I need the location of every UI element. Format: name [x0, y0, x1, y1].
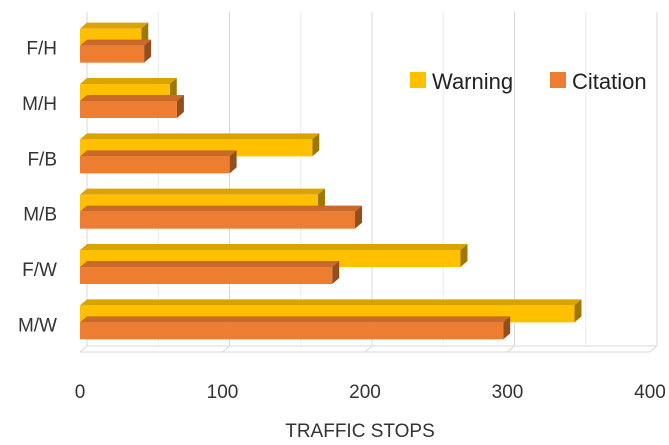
category-label: F/W — [22, 260, 57, 281]
category-label: M/W — [18, 315, 57, 336]
bar-citation-m-h — [80, 95, 184, 118]
tick-labels: 0 100 200 300 400 — [75, 382, 666, 403]
floor-gridline — [364, 345, 373, 353]
x-tick-label: 200 — [349, 382, 381, 403]
bar-citation-m-b — [80, 205, 363, 229]
floor-gridline — [507, 345, 515, 353]
bar-warning-f-b — [80, 133, 320, 157]
legend-swatch-citation — [550, 72, 566, 88]
gridlines — [79, 12, 658, 353]
legend-swatch-warning — [410, 72, 426, 88]
x-tick-label: 100 — [207, 382, 239, 403]
x-tick-label: 400 — [634, 382, 666, 403]
category-label: M/H — [22, 94, 57, 115]
x-axis-title: TRAFFIC STOPS — [285, 421, 435, 442]
legend-label-warning: Warning — [432, 69, 513, 94]
bars — [80, 22, 582, 340]
category-label: M/B — [23, 205, 57, 226]
legend-label-citation: Citation — [572, 69, 647, 94]
floor-gridline — [222, 345, 230, 353]
legend: Warning Citation — [410, 69, 647, 94]
category-labels: F/H M/H F/B M/B F/W M/W — [18, 39, 57, 337]
x-tick-label: 300 — [492, 382, 524, 403]
floor-gridline — [649, 345, 658, 353]
floor-gridline — [79, 345, 88, 353]
category-label: F/B — [27, 149, 57, 170]
category-label: F/H — [26, 39, 57, 60]
bar-citation-f-w — [80, 261, 340, 284]
x-tick-label: 0 — [75, 382, 86, 403]
bar-citation-m-w — [80, 316, 511, 340]
bar-citation-f-h — [80, 39, 152, 63]
bar-citation-f-b — [80, 150, 237, 174]
